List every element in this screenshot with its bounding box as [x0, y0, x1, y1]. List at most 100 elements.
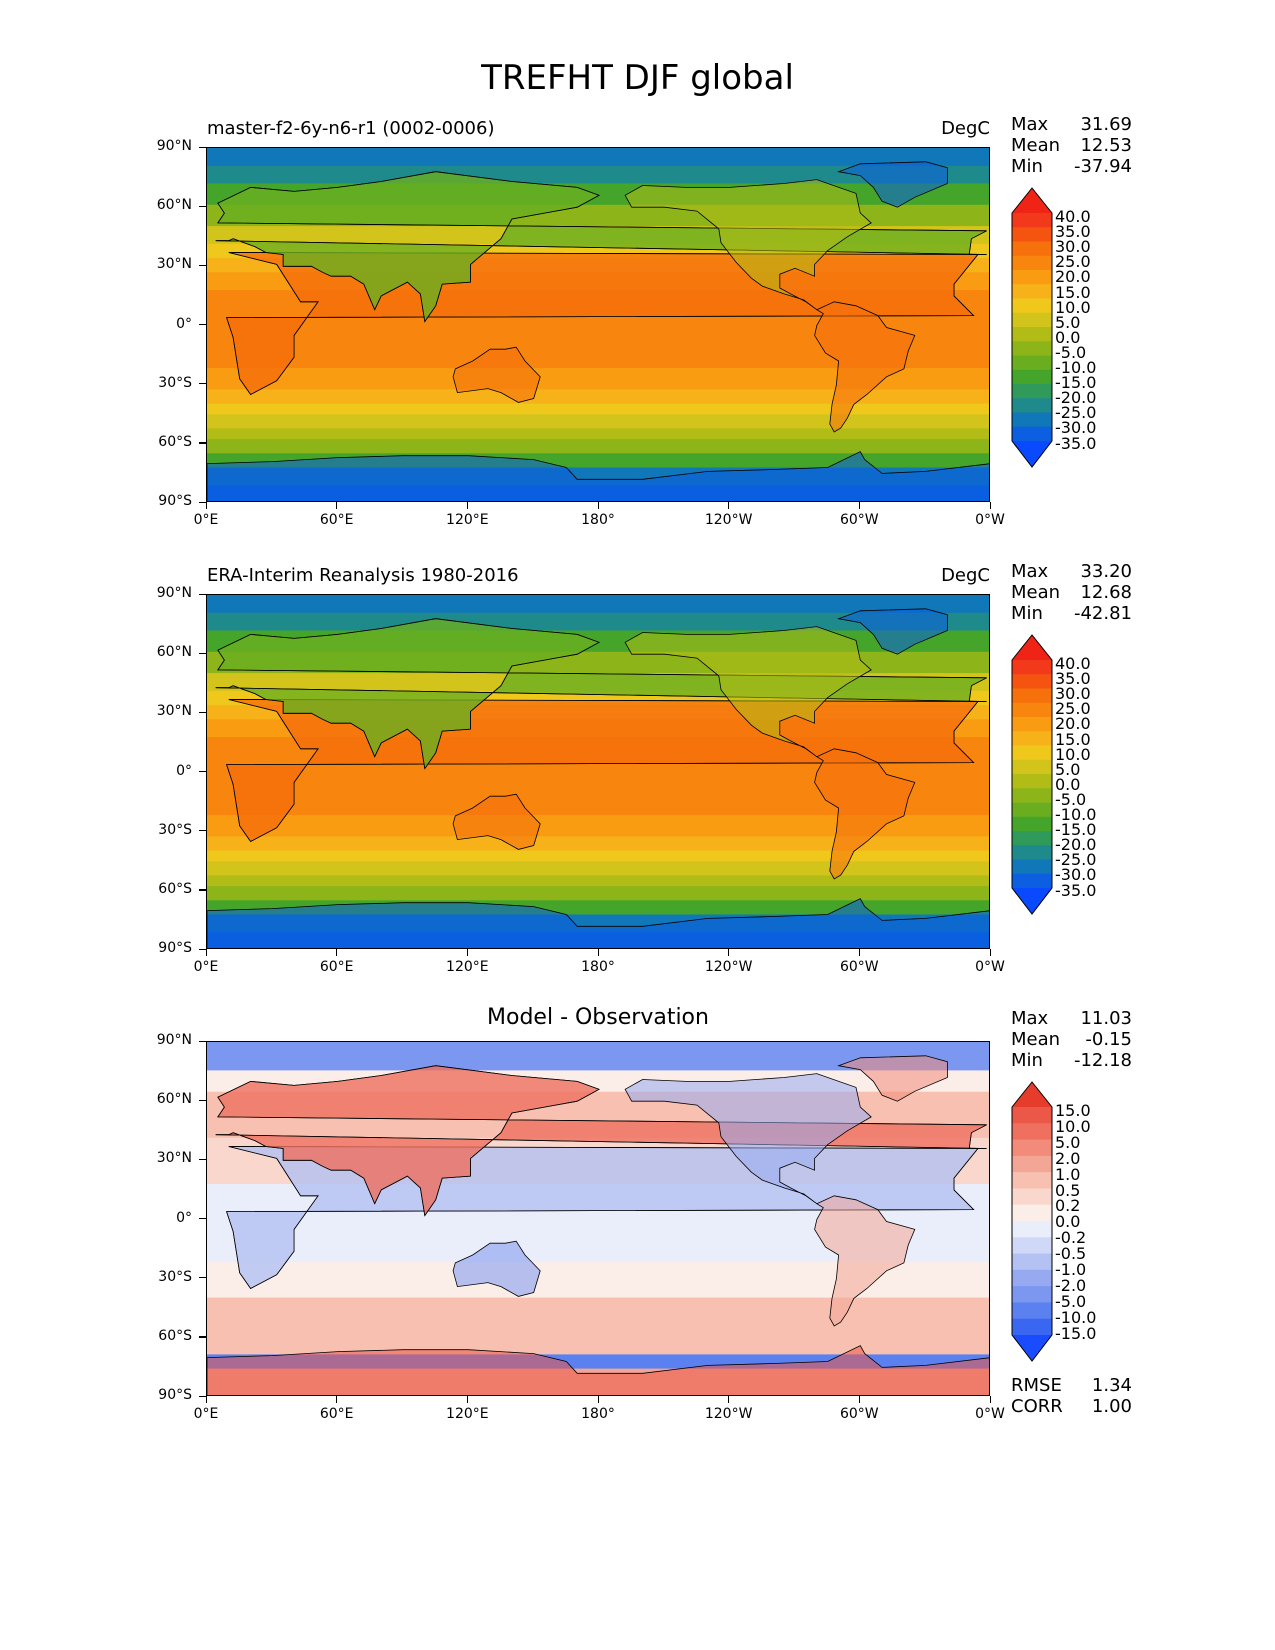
colorbar-tick-label: 0.5: [1055, 1180, 1081, 1200]
lon-tick-label: 0°W: [975, 512, 1005, 528]
contour-band: [207, 439, 989, 454]
lon-tick-label: 120°W: [704, 959, 753, 975]
colorbar-segment: [1012, 1269, 1052, 1287]
lon-tick-label: 180°: [581, 959, 615, 975]
lat-tick-label: 90°S: [158, 493, 192, 509]
lon-tick-mark: [728, 1396, 730, 1403]
stat-label: Mean: [1011, 1029, 1061, 1050]
lat-tick-label: 30°S: [158, 1268, 192, 1285]
lat-tick-mark: [199, 146, 206, 148]
map-field: [207, 148, 989, 501]
colorbar-segment: [1012, 831, 1052, 846]
contour-band: [207, 403, 989, 415]
colorbar-segment: [1012, 660, 1052, 675]
stat-label: Min: [1011, 1050, 1043, 1071]
coastline-samerica: [814, 301, 916, 433]
colorbar-segment: [1012, 774, 1052, 789]
panel-2-units: DegC: [941, 565, 990, 586]
colorbar-tick-label: 2.0: [1055, 1148, 1081, 1168]
lon-tick-mark: [989, 949, 991, 956]
colorbar-segment: [1012, 859, 1052, 875]
coastline-antarctica: [207, 451, 989, 501]
colorbar-tick-label: -1.0: [1055, 1260, 1087, 1279]
lat-tick-mark: [199, 948, 206, 950]
colorbar-tick-label: 5.0: [1055, 759, 1081, 779]
stat-label: Min: [1011, 156, 1043, 177]
lat-tick-label: 90°N: [156, 1032, 192, 1048]
colorbar-segment: [1012, 1188, 1052, 1206]
stat-value: -37.94: [1073, 156, 1132, 177]
colorbar-outline: [1011, 634, 1053, 915]
coastline-samerica: [814, 748, 916, 880]
lat-tick-mark: [199, 383, 206, 385]
lat-tick-mark: [199, 652, 206, 654]
lat-tick-mark: [199, 889, 206, 891]
colorbar-segment: [1012, 873, 1052, 889]
figure-title: TREFHT DJF global: [481, 58, 794, 98]
contour-band: [207, 886, 989, 901]
lon-tick-label: 120°W: [704, 512, 753, 528]
colorbar-tick-label: 15.0: [1055, 1101, 1091, 1120]
lat-tick-mark: [199, 1099, 206, 1101]
colorbar-tick-label: 15.0: [1055, 729, 1091, 749]
colorbar-tick-label: -10.0: [1055, 805, 1097, 824]
lat-tick-mark: [199, 593, 206, 595]
colorbar-segment: [1012, 1155, 1052, 1173]
colorbar-tick-label: 10.0: [1055, 297, 1091, 317]
metric-label: CORR: [1011, 1396, 1063, 1417]
colorbar-tick-label: 0.0: [1055, 1212, 1081, 1232]
coastline-namerica: [624, 1073, 872, 1205]
lat-tick-label: 60°N: [156, 197, 192, 214]
colorbar-segment: [1012, 1204, 1052, 1222]
coastline-antarctica: [207, 898, 989, 948]
contour-band: [207, 861, 989, 876]
colorbar: [1011, 1081, 1053, 1362]
colorbar-segment: [1012, 845, 1052, 860]
contour-band: [207, 389, 989, 405]
colorbar-tick-label: -35.0: [1055, 433, 1097, 453]
contour-band: [207, 1297, 989, 1355]
colorbar-bottom-arrow: [1012, 441, 1052, 467]
panel-2-title: ERA-Interim Reanalysis 1980-2016: [207, 565, 519, 586]
colorbar-top-arrow: [1012, 635, 1052, 660]
colorbar-tick-label: 10.0: [1055, 744, 1091, 764]
map-field: [207, 595, 989, 948]
lon-tick-label: 60°E: [319, 512, 354, 528]
stat-label: Mean: [1011, 135, 1061, 156]
lon-tick-label: 60°W: [839, 512, 879, 528]
coastline-eurasia: [215, 618, 987, 770]
stat-label: Max: [1011, 1008, 1049, 1029]
colorbar-tick-label: 40.0: [1055, 207, 1091, 226]
colorbar-segment: [1012, 298, 1052, 314]
colorbar-segment: [1012, 1253, 1052, 1271]
lon-tick-label: 60°W: [839, 959, 879, 975]
lon-tick-mark: [205, 949, 207, 956]
lat-tick-mark: [199, 501, 206, 503]
colorbar-tick-label: -5.0: [1055, 789, 1087, 809]
lat-tick-mark: [199, 205, 206, 207]
colorbar-tick-label: -25.0: [1055, 403, 1097, 423]
stat-value: -0.15: [1085, 1029, 1132, 1050]
lat-tick-mark: [199, 1277, 206, 1279]
lat-tick-mark: [199, 1218, 206, 1220]
lon-tick-label: 120°E: [446, 512, 489, 528]
colorbar-segment: [1012, 816, 1052, 832]
stat-value: 12.68: [1080, 582, 1132, 603]
colorbar-tick-label: 5.0: [1055, 312, 1081, 332]
contour-band: [207, 836, 989, 852]
coastline-namerica: [624, 179, 872, 311]
metric-value: 1.34: [1091, 1375, 1132, 1396]
stat-label: Mean: [1011, 582, 1061, 603]
lon-tick-mark: [336, 502, 338, 509]
stat-label: Max: [1011, 561, 1049, 582]
lon-tick-label: 0°E: [193, 512, 219, 528]
stat-value: -12.18: [1073, 1050, 1132, 1071]
lon-tick-mark: [336, 949, 338, 956]
lat-tick-mark: [199, 1040, 206, 1042]
colorbar: [1011, 187, 1053, 468]
panel-1-units: DegC: [941, 118, 990, 139]
contour-band: [207, 875, 989, 887]
lat-tick-label: 0°: [176, 315, 192, 332]
colorbar-tick-label: -35.0: [1055, 880, 1097, 900]
colorbar-segment: [1012, 1107, 1052, 1124]
